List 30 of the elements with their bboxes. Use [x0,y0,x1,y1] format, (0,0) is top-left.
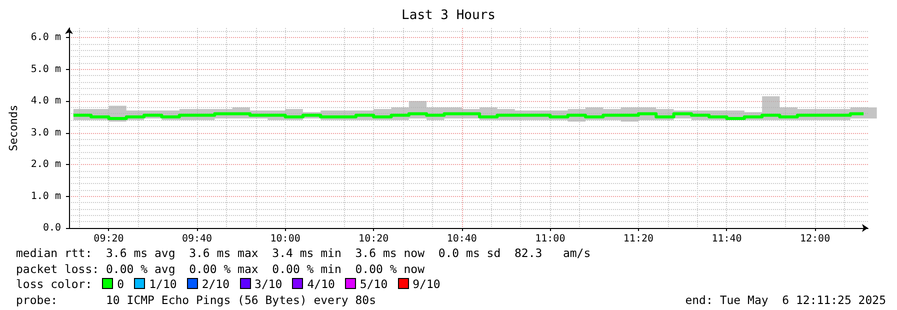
x-tick-label: 10:40 [446,234,477,244]
y-tick-label: 5.0 m [30,64,61,75]
y-tick-label: 4.0 m [30,96,61,107]
text: 3/10 [254,277,282,291]
x-tick-label: 11:20 [623,234,654,244]
y-tick-label: 6.0 m [30,32,61,44]
text: loss color: [16,277,92,291]
text: packet loss: 0.00 % avg 0.00 % max 0.00 % min 0.00 % now [16,262,424,276]
text: 1/10 [149,277,177,291]
x-tick-label: 11:40 [712,234,742,244]
x-tick-label: 10:20 [358,234,389,244]
x-tick-label: 12:00 [800,234,830,244]
y-tick-label: 3.0 m [30,127,61,138]
y-axis-title: Seconds [7,104,20,152]
text: 9/10 [412,277,440,291]
x-tick-label: 09:40 [182,234,212,244]
y-tick-label: 2.0 m [30,159,61,170]
x-tick-label: 10:00 [270,234,300,244]
y-tick-label: 1.0 m [30,190,61,202]
text: probe: 10 ICMP Echo Pings (56 Bytes) every 80s [16,292,376,306]
text: median rtt: 3.6 ms avg 3.6 ms max 3.4 ms min 3.6 ms now 0.0 ms sd 82.3 am/s [16,246,591,260]
chart-title: Last 3 Hours [402,8,496,23]
x-tick-label: 09:20 [94,234,124,244]
text: 4/10 [307,277,335,291]
y-tick-label: 0.0 [42,222,61,234]
text: 2/10 [202,277,230,291]
text: 5/10 [360,277,388,291]
text: end: Tue May 6 12:11:25 2025 [685,292,886,308]
text: 0 [117,277,124,291]
x-tick-label: 11:00 [535,234,566,244]
